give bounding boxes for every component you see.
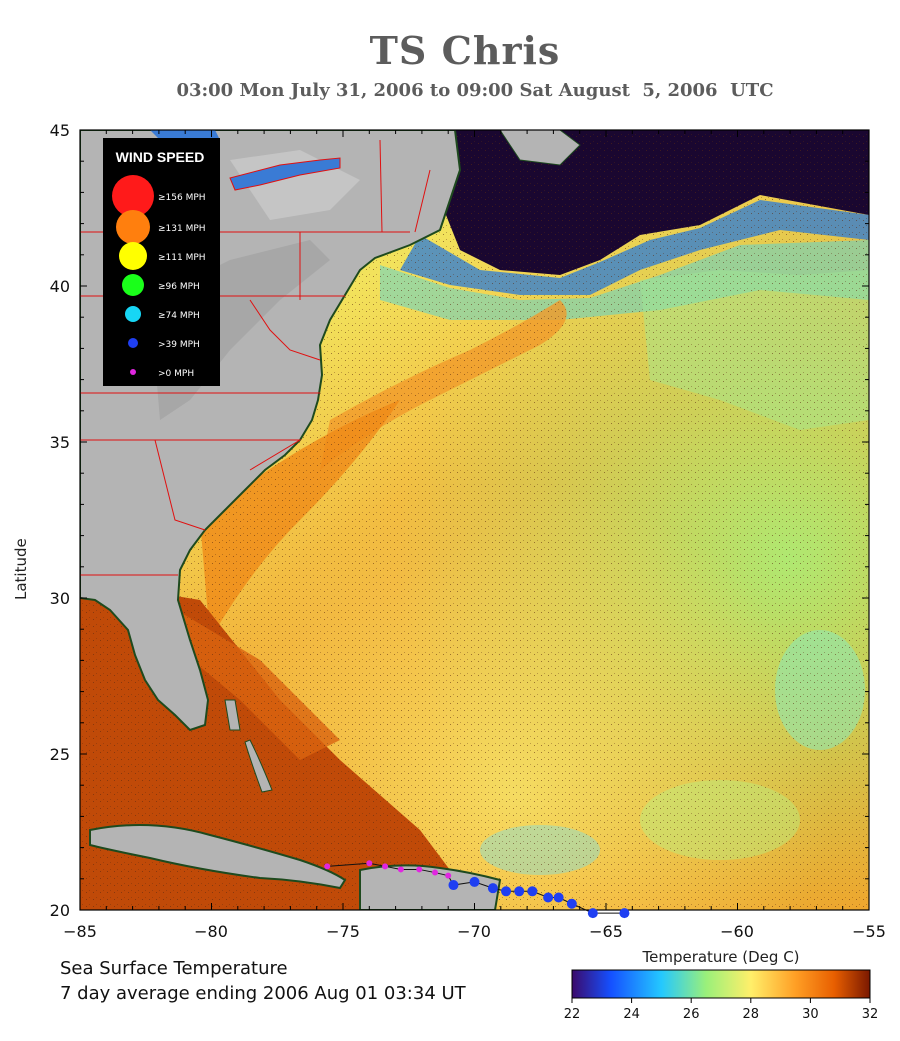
caption-line-1: Sea Surface Temperature [60,958,288,979]
track-point [397,866,404,873]
track-point [448,880,459,891]
storm-track [324,860,630,919]
track-point [416,866,423,873]
tick-marks [79,129,870,911]
y-tick-label: 20 [50,901,70,920]
legend-label: ≥96 MPH [158,282,200,292]
track-point [587,908,598,919]
track-point [366,860,373,867]
great-lakes [229,157,341,191]
y-tick-label: 45 [50,121,70,140]
legend-marker [125,306,141,322]
legend-label: ≥156 MPH [158,193,206,203]
legend-label: >39 MPH [158,340,200,350]
colorbar-tick-label: 24 [623,1007,640,1022]
wind-speed-legend: WIND SPEED ≥156 MPH ≥131 MPH ≥111 MPH ≥9… [103,138,220,386]
y-tick-label: 40 [50,277,70,296]
y-tick-label: 25 [50,745,70,764]
legend-marker [116,210,150,244]
legend-label: ≥131 MPH [158,224,206,234]
x-tick-label: −55 [852,922,886,941]
colorbar-tick-label: 32 [862,1007,879,1022]
legend-label: ≥111 MPH [158,253,206,263]
caption-line-2: 7 day average ending 2006 Aug 01 03:34 U… [60,983,466,1004]
track-point [445,872,452,879]
state-borders [80,139,431,576]
legend-marker [122,274,144,296]
colorbar-tick-label: 26 [683,1007,700,1022]
cuba-landmass [89,824,347,890]
track-point [527,886,538,897]
legend-marker [119,242,147,270]
x-tick-label: −60 [720,922,754,941]
x-tick-label: −85 [63,922,97,941]
map-subtitle: 03:00 Mon July 31, 2006 to 09:00 Sat Aug… [176,80,774,101]
legend-label: >0 MPH [158,369,194,379]
y-tick-label: 35 [50,433,70,452]
track-point [543,892,554,903]
track-point [382,863,389,870]
x-tick-label: −65 [589,922,623,941]
track-point [619,908,630,919]
colorbar-title: Temperature (Deg C) [642,948,800,966]
track-point [469,876,480,887]
x-tick-label: −70 [457,922,491,941]
x-tick-label: −75 [326,922,360,941]
track-point [487,883,498,894]
map-title: TS Chris [369,28,561,73]
x-tick-label: −80 [194,922,228,941]
track-point [566,898,577,909]
legend-marker [128,338,138,348]
track-point [324,863,331,870]
colorbar-tick-label: 22 [564,1007,581,1022]
track-point [514,886,525,897]
colorbar-tick-label: 30 [802,1007,819,1022]
y-tick-label: 30 [50,589,70,608]
temperature-colorbar: 22 24 26 28 30 32 [564,969,879,1022]
y-axis-label: Latitude [12,538,30,600]
legend-marker [112,175,154,217]
track-point [432,869,439,876]
track-point [501,886,512,897]
legend-title: WIND SPEED [116,149,205,165]
track-point [553,892,564,903]
colorbar-tick-label: 28 [743,1007,760,1022]
legend-marker [130,369,136,375]
colorbar-gradient [571,969,871,999]
legend-label: ≥74 MPH [158,311,200,321]
